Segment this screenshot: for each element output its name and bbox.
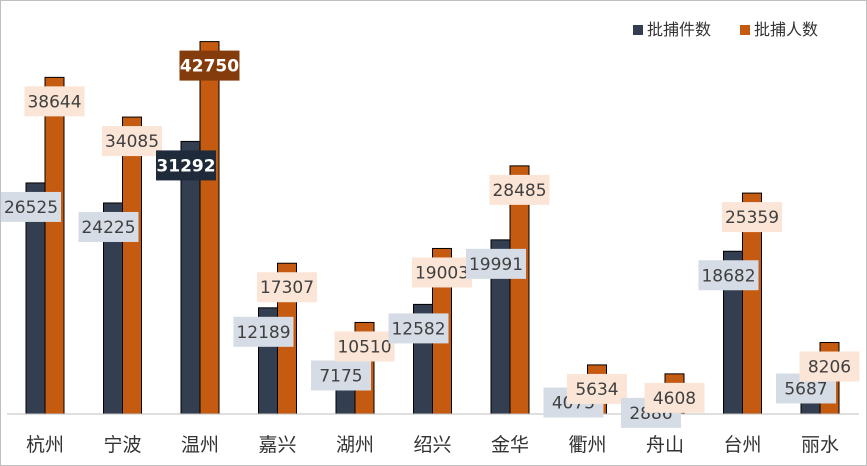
category-label-5: 绍兴 — [413, 434, 451, 456]
data-label-bg-1-1 — [78, 211, 139, 242]
data-label-bg-1-4 — [311, 360, 371, 391]
data-label-1-2: 31292 — [156, 156, 215, 176]
data-label-2-3: 17307 — [260, 278, 314, 298]
data-label-bg-1-3 — [233, 316, 294, 347]
category-label-8: 舟山 — [646, 434, 684, 456]
legend-label-series-2: 批捕人数 — [754, 20, 818, 39]
data-label-bg-2-6 — [489, 174, 550, 205]
category-label-4: 湖州 — [336, 434, 374, 456]
data-label-bg-2-8 — [644, 382, 705, 413]
bars-layer — [25, 41, 840, 415]
data-label-1-4: 7175 — [319, 366, 362, 386]
bar-1-2 — [180, 140, 201, 415]
data-label-2-7: 5634 — [575, 380, 618, 400]
data-label-bg-1-2 — [156, 150, 216, 181]
data-label-1-5: 12582 — [391, 319, 445, 339]
legend-label-series-1: 批捕件数 — [647, 20, 711, 39]
data-label-bg-2-7 — [567, 373, 627, 404]
data-label-2-5: 19003 — [415, 263, 469, 283]
bar-2-1 — [122, 116, 142, 415]
data-label-bg-2-10 — [799, 351, 860, 382]
bar-2-0 — [44, 76, 65, 415]
data-label-bg-2-1 — [102, 126, 162, 157]
data-label-1-9: 18682 — [701, 266, 755, 286]
data-label-2-0: 38644 — [27, 92, 81, 112]
data-label-1-0: 26525 — [4, 198, 58, 218]
data-label-2-1: 34085 — [105, 132, 159, 152]
data-label-1-1: 24225 — [81, 218, 135, 238]
data-label-2-4: 10510 — [337, 337, 391, 357]
data-label-2-6: 28485 — [492, 181, 546, 201]
data-label-bg-1-9 — [698, 260, 759, 291]
category-label-9: 台州 — [723, 434, 761, 456]
data-label-2-8: 4608 — [653, 389, 696, 409]
bar-2-2 — [199, 41, 220, 415]
category-label-10: 丽水 — [801, 434, 839, 456]
category-label-6: 金华 — [491, 434, 529, 456]
data-label-bg-1-0 — [1, 191, 61, 222]
data-label-1-3: 12189 — [236, 323, 290, 343]
data-label-1-10: 5687 — [784, 379, 827, 399]
legend: 批捕件数 批捕人数 — [633, 20, 818, 39]
data-label-2-2: 42750 — [180, 57, 239, 77]
category-label-2: 温州 — [181, 434, 219, 456]
data-label-1-6: 19991 — [469, 255, 523, 275]
category-label-7: 衢州 — [568, 434, 606, 456]
data-label-2-9: 25359 — [725, 208, 779, 228]
data-label-bg-2-0 — [24, 86, 85, 117]
legend-swatch-series-2 — [740, 25, 750, 35]
data-label-bg-2-5 — [412, 257, 472, 288]
data-label-bg-1-5 — [388, 313, 449, 344]
data-label-bg-2-3 — [257, 272, 317, 303]
data-label-2-10: 8206 — [808, 358, 851, 378]
category-labels-layer: 杭州 宁波 温州 嘉兴 湖州 绍兴 金华 衢州 舟山 台州 丽水 — [26, 434, 839, 456]
data-label-bg-2-9 — [722, 202, 782, 233]
legend-swatch-series-1 — [633, 25, 643, 35]
data-labels-layer: 26525 38644 24225 34085 31292 42750 12189 17307… — [1, 50, 860, 428]
category-label-1: 宁波 — [103, 434, 141, 456]
category-label-3: 嘉兴 — [258, 434, 296, 456]
data-label-bg-2-4 — [334, 331, 395, 362]
data-label-bg-1-6 — [466, 248, 526, 279]
category-label-0: 杭州 — [26, 434, 64, 456]
data-label-bg-2-2 — [179, 50, 240, 81]
